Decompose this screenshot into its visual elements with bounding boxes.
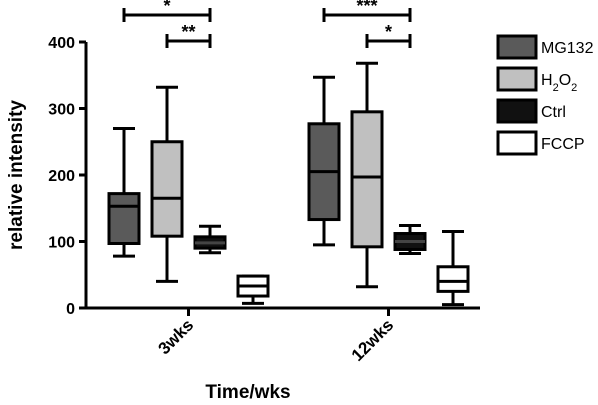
legend-label: FCCP — [541, 136, 585, 153]
legend: MG132 H2O2 Ctrl FCCP — [496, 34, 594, 156]
box-iqr — [107, 192, 141, 245]
y-tick-label: 100 — [48, 235, 75, 252]
y-axis-label: relative intensity — [6, 100, 27, 250]
box-iqr — [350, 110, 384, 249]
significance-bracket: * — [365, 22, 412, 48]
legend-item-fccp: FCCP — [496, 130, 585, 156]
legend-label: MG132 — [541, 40, 594, 57]
box-fccp-3wks — [236, 274, 270, 305]
legend-item-ctrl: Ctrl — [496, 98, 566, 124]
x-tick-label: 12wks — [348, 315, 398, 365]
y-tick-label: 200 — [48, 168, 75, 185]
box-iqr — [150, 140, 184, 238]
box-ctrl-3wks — [193, 224, 227, 255]
legend-item-mg132: MG132 — [496, 34, 594, 60]
legend-swatch — [496, 130, 538, 156]
legend-label: H2O2 — [541, 72, 577, 94]
significance-bracket: ** — [165, 22, 212, 48]
significance-label: *** — [356, 0, 377, 16]
box-h2o2-12wks — [350, 61, 384, 289]
box-mg132-12wks — [307, 75, 341, 247]
legend-label: Ctrl — [541, 104, 566, 121]
box-h2o2-3wks — [150, 85, 184, 283]
legend-swatch — [496, 66, 538, 92]
box-iqr — [436, 265, 470, 293]
box-fccp-12wks — [436, 230, 470, 307]
legend-swatch — [496, 34, 538, 60]
significance-layer: ******* — [122, 0, 412, 48]
significance-label: ** — [181, 22, 195, 42]
box-mg132-3wks — [107, 126, 141, 258]
y-tick-label: 400 — [48, 35, 75, 52]
boxes-layer — [107, 61, 470, 307]
x-tick-label: 3wks — [154, 315, 197, 358]
significance-bracket: * — [122, 0, 212, 22]
significance-label: * — [163, 0, 170, 16]
legend-item-h2o2: H2O2 — [496, 66, 577, 94]
y-tick-label: 300 — [48, 102, 75, 119]
x-axis-label: Time/wks — [205, 382, 290, 403]
box-ctrl-12wks — [393, 224, 427, 255]
y-tick-label: 0 — [66, 301, 75, 318]
significance-label: * — [385, 22, 392, 42]
significance-bracket: *** — [322, 0, 412, 22]
legend-swatch — [496, 98, 538, 124]
